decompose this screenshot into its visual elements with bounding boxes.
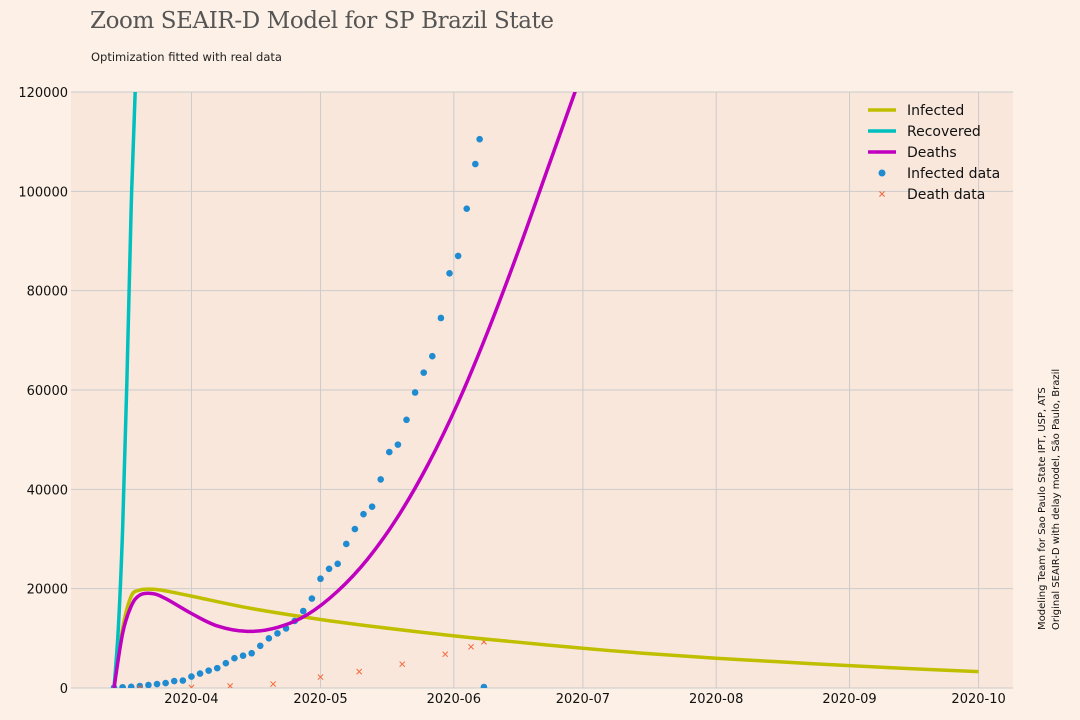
infected-data-point	[299, 607, 307, 615]
infected-data-point	[480, 683, 488, 688]
infected-data-point	[342, 540, 350, 548]
marker-stroke	[190, 684, 195, 688]
y-tick-label: 80000	[27, 285, 68, 300]
legend: Infected Recovered Deaths Infected data Deat…	[868, 103, 1000, 203]
infected-data-point	[476, 135, 483, 143]
death-data-point	[442, 651, 449, 658]
y-tick-label: 120000	[18, 86, 68, 101]
infected-data-point	[368, 503, 376, 511]
legend-label: Recovered	[907, 124, 981, 140]
infected-line	[112, 587, 979, 688]
legend-label: Deaths	[907, 145, 957, 161]
infected-data-point	[265, 635, 273, 642]
y-tick-label: 40000	[27, 483, 68, 498]
legend-swatch	[878, 169, 886, 177]
infected-data-point	[446, 269, 453, 277]
side-note-line: Modeling Team for Sao Paulo State IPT, U…	[1037, 387, 1048, 630]
legend-swatch	[879, 191, 885, 197]
x-tick-label: 2020-10	[951, 692, 1005, 707]
infected-data-point	[403, 416, 410, 424]
side-note-line: Original SEAIR-D with delay model, São P…	[1051, 368, 1062, 630]
side-note: Modeling Team for Sao Paulo State IPT, U…	[1036, 330, 1070, 630]
y-tick-label: 20000	[27, 583, 68, 598]
marker-stroke	[136, 685, 141, 688]
infected-data-point	[334, 560, 341, 568]
infected-data-point	[463, 205, 471, 213]
infected-data-point	[308, 595, 316, 602]
marker-stroke	[442, 651, 449, 658]
legend-item-infected: Infected	[868, 103, 964, 119]
infected-data-point	[145, 681, 152, 688]
infected-data-point	[170, 677, 178, 685]
infected-data-point	[420, 369, 428, 376]
death-data-point	[188, 684, 195, 688]
x-tick-label: 2020-06	[427, 692, 481, 707]
infected-data-point	[317, 575, 324, 583]
marker-stroke	[468, 643, 474, 650]
infected-data-point	[437, 314, 445, 322]
death-data-point	[356, 668, 363, 675]
marker-stroke	[317, 674, 324, 681]
marker-stroke	[399, 661, 406, 668]
infected-data-point	[153, 680, 161, 688]
legend-item-death-data: Death data	[879, 187, 985, 203]
infected-data-point	[394, 441, 402, 448]
infected-data-point	[196, 670, 204, 677]
series-layer	[110, 92, 979, 688]
legend-label: Infected data	[907, 166, 1000, 182]
infected-data-point	[454, 252, 462, 260]
death-data-point	[317, 674, 324, 681]
infected-data-point	[213, 664, 221, 672]
infected-data-point	[162, 679, 169, 687]
x-tick-label: 2020-04	[164, 692, 218, 707]
infected-data-point	[360, 510, 367, 518]
marker-stroke	[356, 668, 363, 675]
death-data-point	[136, 685, 143, 688]
infected-data-point	[472, 160, 479, 168]
y-tick-label: 60000	[27, 384, 68, 399]
legend-item-infected-data: Infected data	[878, 166, 1000, 182]
infected-data-point	[119, 683, 126, 688]
infected-data-point	[325, 565, 333, 573]
infected-data-point	[351, 525, 359, 533]
infected-data-point	[377, 476, 384, 483]
death-data-point	[399, 661, 406, 668]
marker-stroke	[227, 683, 234, 688]
legend-label: Death data	[907, 187, 985, 203]
axis-ticks: 0 20000 40000 60000 80000 100000 120000 2020-04…	[18, 86, 1005, 707]
deaths-line	[112, 92, 577, 688]
infected-data-point	[127, 683, 135, 688]
death-data-point	[270, 681, 277, 687]
infected-data-point	[239, 652, 247, 660]
infected-data-point	[205, 667, 212, 674]
death-data-point	[227, 683, 234, 688]
infected-data-point	[179, 677, 187, 684]
chart-subtitle: Optimization fitted with real data	[91, 50, 282, 64]
legend-label: Infected	[907, 103, 964, 119]
infected-data-point	[386, 448, 393, 456]
x-tick-label: 2020-08	[689, 692, 743, 707]
infected-data-point	[231, 654, 238, 662]
x-tick-label: 2020-07	[556, 692, 610, 707]
y-tick-label: 0	[60, 682, 68, 697]
legend-item-deaths: Deaths	[868, 145, 957, 161]
death-data-point	[468, 643, 474, 650]
x-tick-label: 2020-09	[822, 692, 876, 707]
grid	[71, 91, 1013, 689]
infected-data-point	[188, 673, 195, 680]
recovered-line	[112, 92, 137, 688]
marker-stroke	[139, 685, 143, 688]
x-tick-label: 2020-05	[293, 692, 347, 707]
infected-data-point	[274, 630, 281, 637]
y-tick-label: 100000	[18, 185, 68, 200]
infected-data-point	[222, 659, 230, 667]
legend-item-recovered: Recovered	[868, 124, 981, 140]
chart-title: Zoom SEAIR-D Model for SP Brazil State	[90, 8, 554, 34]
infected-data-point	[256, 642, 264, 650]
infected-data-point	[411, 389, 419, 396]
infected-data-point	[429, 352, 436, 360]
marker-stroke	[270, 681, 277, 687]
infected-data-point	[248, 649, 255, 657]
